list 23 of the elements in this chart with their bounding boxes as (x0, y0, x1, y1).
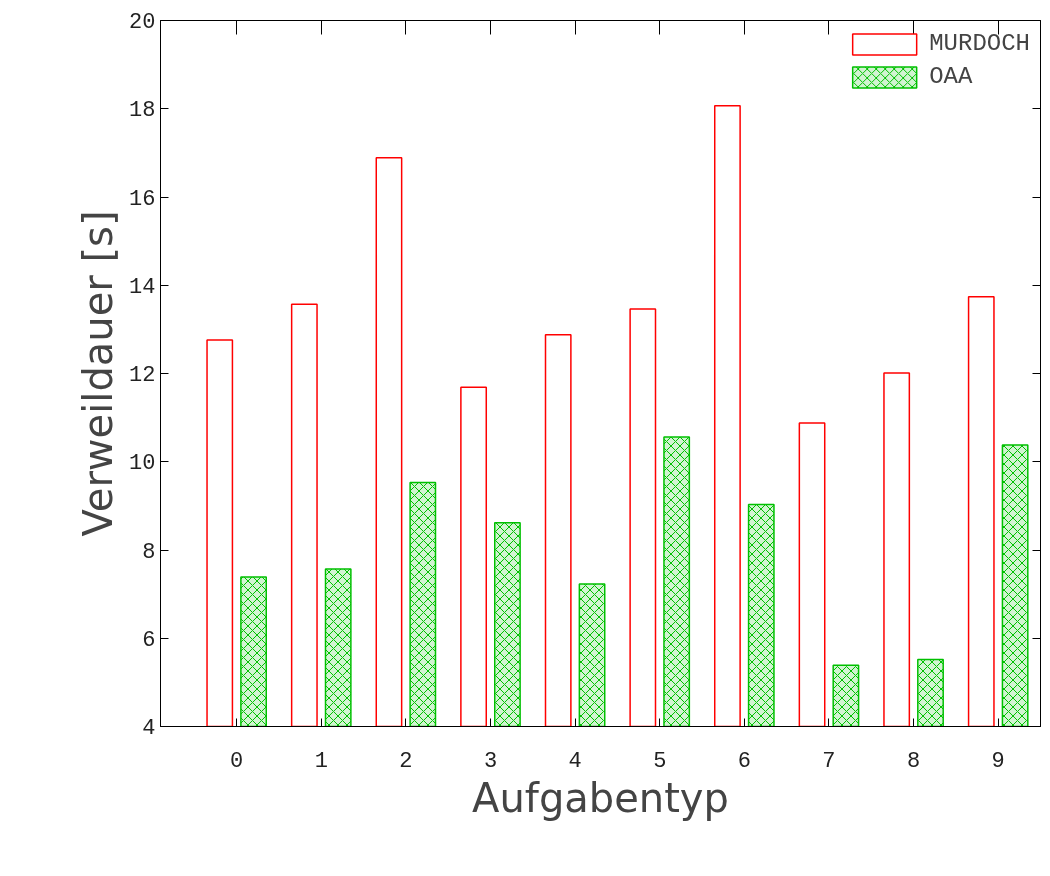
y-tick-label: 14 (129, 274, 156, 300)
y-tick-label: 12 (129, 363, 156, 388)
y-tick-label: 4 (142, 716, 156, 741)
x-tick-label: 0 (230, 748, 244, 774)
x-tick-label: 1 (314, 748, 328, 774)
y-tick-label: 6 (142, 627, 156, 653)
x-tick-label: 6 (737, 748, 751, 774)
x-tick-label: 3 (483, 748, 498, 774)
x-tick-label: 8 (906, 748, 921, 774)
x-tick-label: 9 (991, 748, 1005, 774)
legend-label: OAA (929, 63, 973, 90)
y-tick-label: 10 (129, 451, 156, 477)
legend-label: MURDOCH (929, 30, 1030, 57)
x-tick-label: 5 (653, 748, 667, 774)
y-tick-label: 20 (129, 10, 156, 35)
y-tick-label: 8 (142, 539, 156, 565)
x-axis-title: Aufgabentyp (472, 774, 729, 821)
x-tick-label: 2 (399, 748, 413, 774)
y-tick-label: 16 (129, 186, 156, 212)
x-tick-label: 7 (822, 748, 836, 774)
x-tick-label: 4 (568, 748, 582, 774)
y-axis-title: Verweildauer [s] (75, 210, 122, 537)
y-tick-label: 18 (129, 98, 156, 124)
